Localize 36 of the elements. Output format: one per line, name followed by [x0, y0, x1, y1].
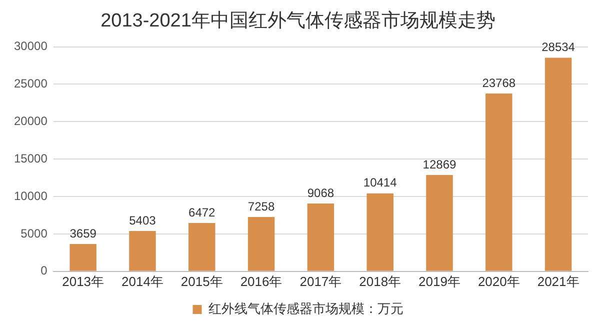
legend-label: 红外线气体传感器市场规模：万元 [208, 301, 404, 316]
data-label: 12869 [422, 157, 456, 172]
bar [486, 93, 512, 271]
y-tick-label: 30000 [14, 39, 48, 54]
bar [248, 217, 275, 271]
data-label: 10414 [363, 176, 398, 190]
bar [426, 175, 453, 271]
y-tick-label: 10000 [14, 188, 48, 203]
bar [188, 222, 216, 271]
y-tick-label: 25000 [14, 76, 48, 91]
y-tick-label: 15000 [14, 151, 48, 166]
data-label: 6472 [188, 205, 216, 220]
chart-title: 2013-2021年中国红外气体传感器市场规模走势 [100, 10, 496, 32]
y-tick-label: 0 [40, 264, 48, 278]
data-label: 5403 [129, 213, 156, 228]
bar [129, 230, 156, 271]
x-tick-label: 2019年 [418, 274, 460, 289]
x-tick-label: 2021年 [537, 274, 580, 289]
bar [307, 204, 334, 271]
y-tick-label: 5000 [20, 226, 48, 240]
bar [70, 244, 96, 271]
data-label: 23768 [482, 76, 516, 90]
x-tick-label: 2013年 [62, 274, 104, 289]
x-tick-label: 2016年 [240, 274, 282, 289]
x-tick-label: 2018年 [359, 274, 402, 289]
data-label: 28534 [542, 40, 576, 54]
bar [544, 58, 572, 271]
data-label: 7258 [248, 199, 275, 214]
data-label: 3659 [70, 226, 97, 240]
x-tick-label: 2017年 [300, 274, 342, 289]
x-tick-label: 2015年 [180, 274, 223, 289]
y-tick-label: 20000 [14, 114, 48, 128]
bar [366, 193, 394, 271]
x-tick-label: 2014年 [122, 274, 164, 289]
x-tick-label: 2020年 [478, 274, 520, 289]
data-label: 9068 [307, 186, 334, 200]
